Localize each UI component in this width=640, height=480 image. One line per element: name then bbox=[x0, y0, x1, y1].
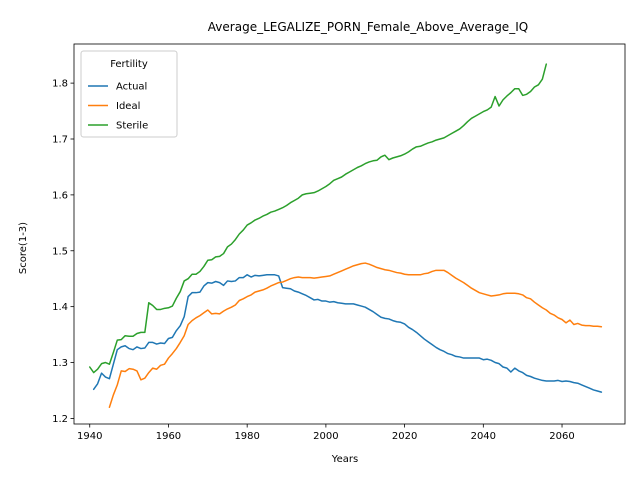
legend-label-ideal: Ideal bbox=[116, 101, 140, 112]
legend-label-actual: Actual bbox=[116, 82, 147, 93]
y-tick-label: 1.6 bbox=[52, 190, 68, 201]
chart-title: Average_LEGALIZE_PORN_Female_Above_Avera… bbox=[208, 20, 528, 34]
legend-label-sterile: Sterile bbox=[116, 121, 148, 132]
y-tick-label: 1.8 bbox=[52, 79, 68, 90]
axes-frame bbox=[73, 43, 626, 425]
x-axis-label: Years bbox=[331, 454, 358, 465]
plot-area bbox=[73, 43, 626, 425]
x-tick-label: 1980 bbox=[234, 431, 259, 442]
y-tick-label: 1.7 bbox=[52, 135, 68, 146]
series-line-sterile bbox=[88, 63, 548, 374]
x-tick-label: 2000 bbox=[313, 431, 338, 442]
x-tick-label: 2040 bbox=[471, 431, 496, 442]
y-tick-label: 1.3 bbox=[52, 358, 68, 369]
series-line-actual bbox=[92, 274, 603, 393]
x-tick-label: 2060 bbox=[549, 431, 574, 442]
y-axis: 1.2 1.3 1.4 1.5 1.6 1.7 1.8 bbox=[52, 79, 74, 425]
legend-title: Fertility bbox=[110, 59, 148, 70]
legend: Fertility Actual Ideal Sterile bbox=[80, 50, 178, 138]
x-tick-label: 2020 bbox=[392, 431, 417, 442]
x-tick-label: 1940 bbox=[77, 431, 102, 442]
y-tick-label: 1.5 bbox=[52, 246, 68, 257]
y-tick-label: 1.2 bbox=[52, 414, 68, 425]
y-axis-label: Score(1-3) bbox=[18, 222, 29, 274]
y-tick-label: 1.4 bbox=[52, 302, 68, 313]
series-line-ideal bbox=[108, 262, 603, 408]
x-axis: 1940 1960 1980 2000 2020 2040 2060 bbox=[77, 424, 575, 442]
x-tick-label: 1960 bbox=[156, 431, 181, 442]
legend-box bbox=[80, 50, 178, 138]
